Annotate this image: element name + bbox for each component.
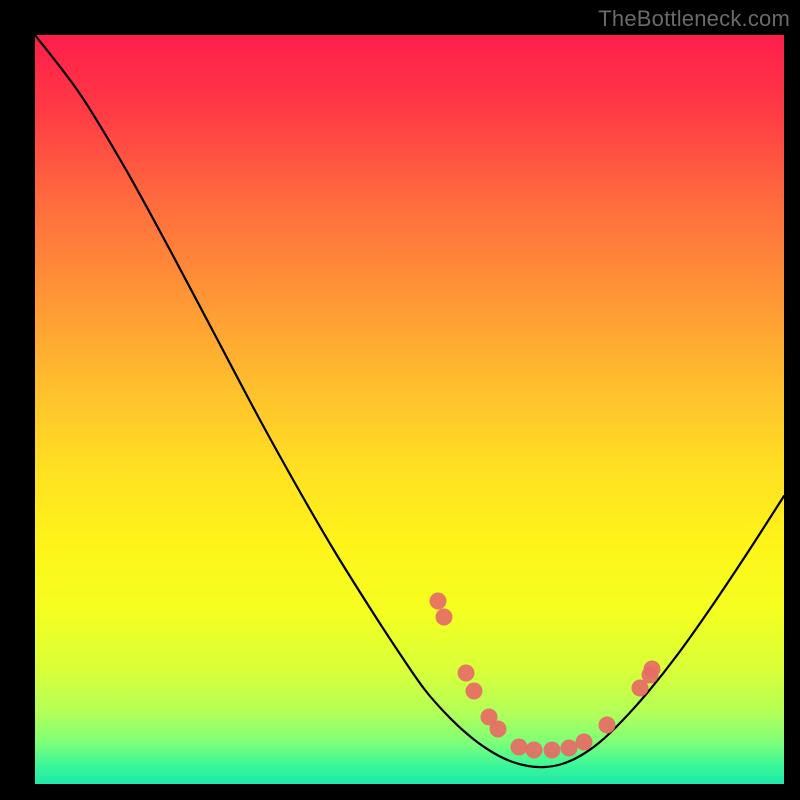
data-marker xyxy=(430,593,447,610)
data-marker xyxy=(544,742,561,759)
data-marker xyxy=(436,609,453,626)
data-marker xyxy=(458,665,475,682)
data-marker xyxy=(576,734,593,751)
chart-svg xyxy=(0,0,800,800)
data-marker xyxy=(561,740,578,757)
data-marker xyxy=(511,739,528,756)
data-marker xyxy=(599,717,616,734)
plot-background xyxy=(35,35,784,784)
data-marker xyxy=(490,721,507,738)
data-marker xyxy=(466,683,483,700)
watermark-text: TheBottleneck.com xyxy=(598,6,790,32)
data-marker xyxy=(644,661,661,678)
data-marker xyxy=(526,742,543,759)
